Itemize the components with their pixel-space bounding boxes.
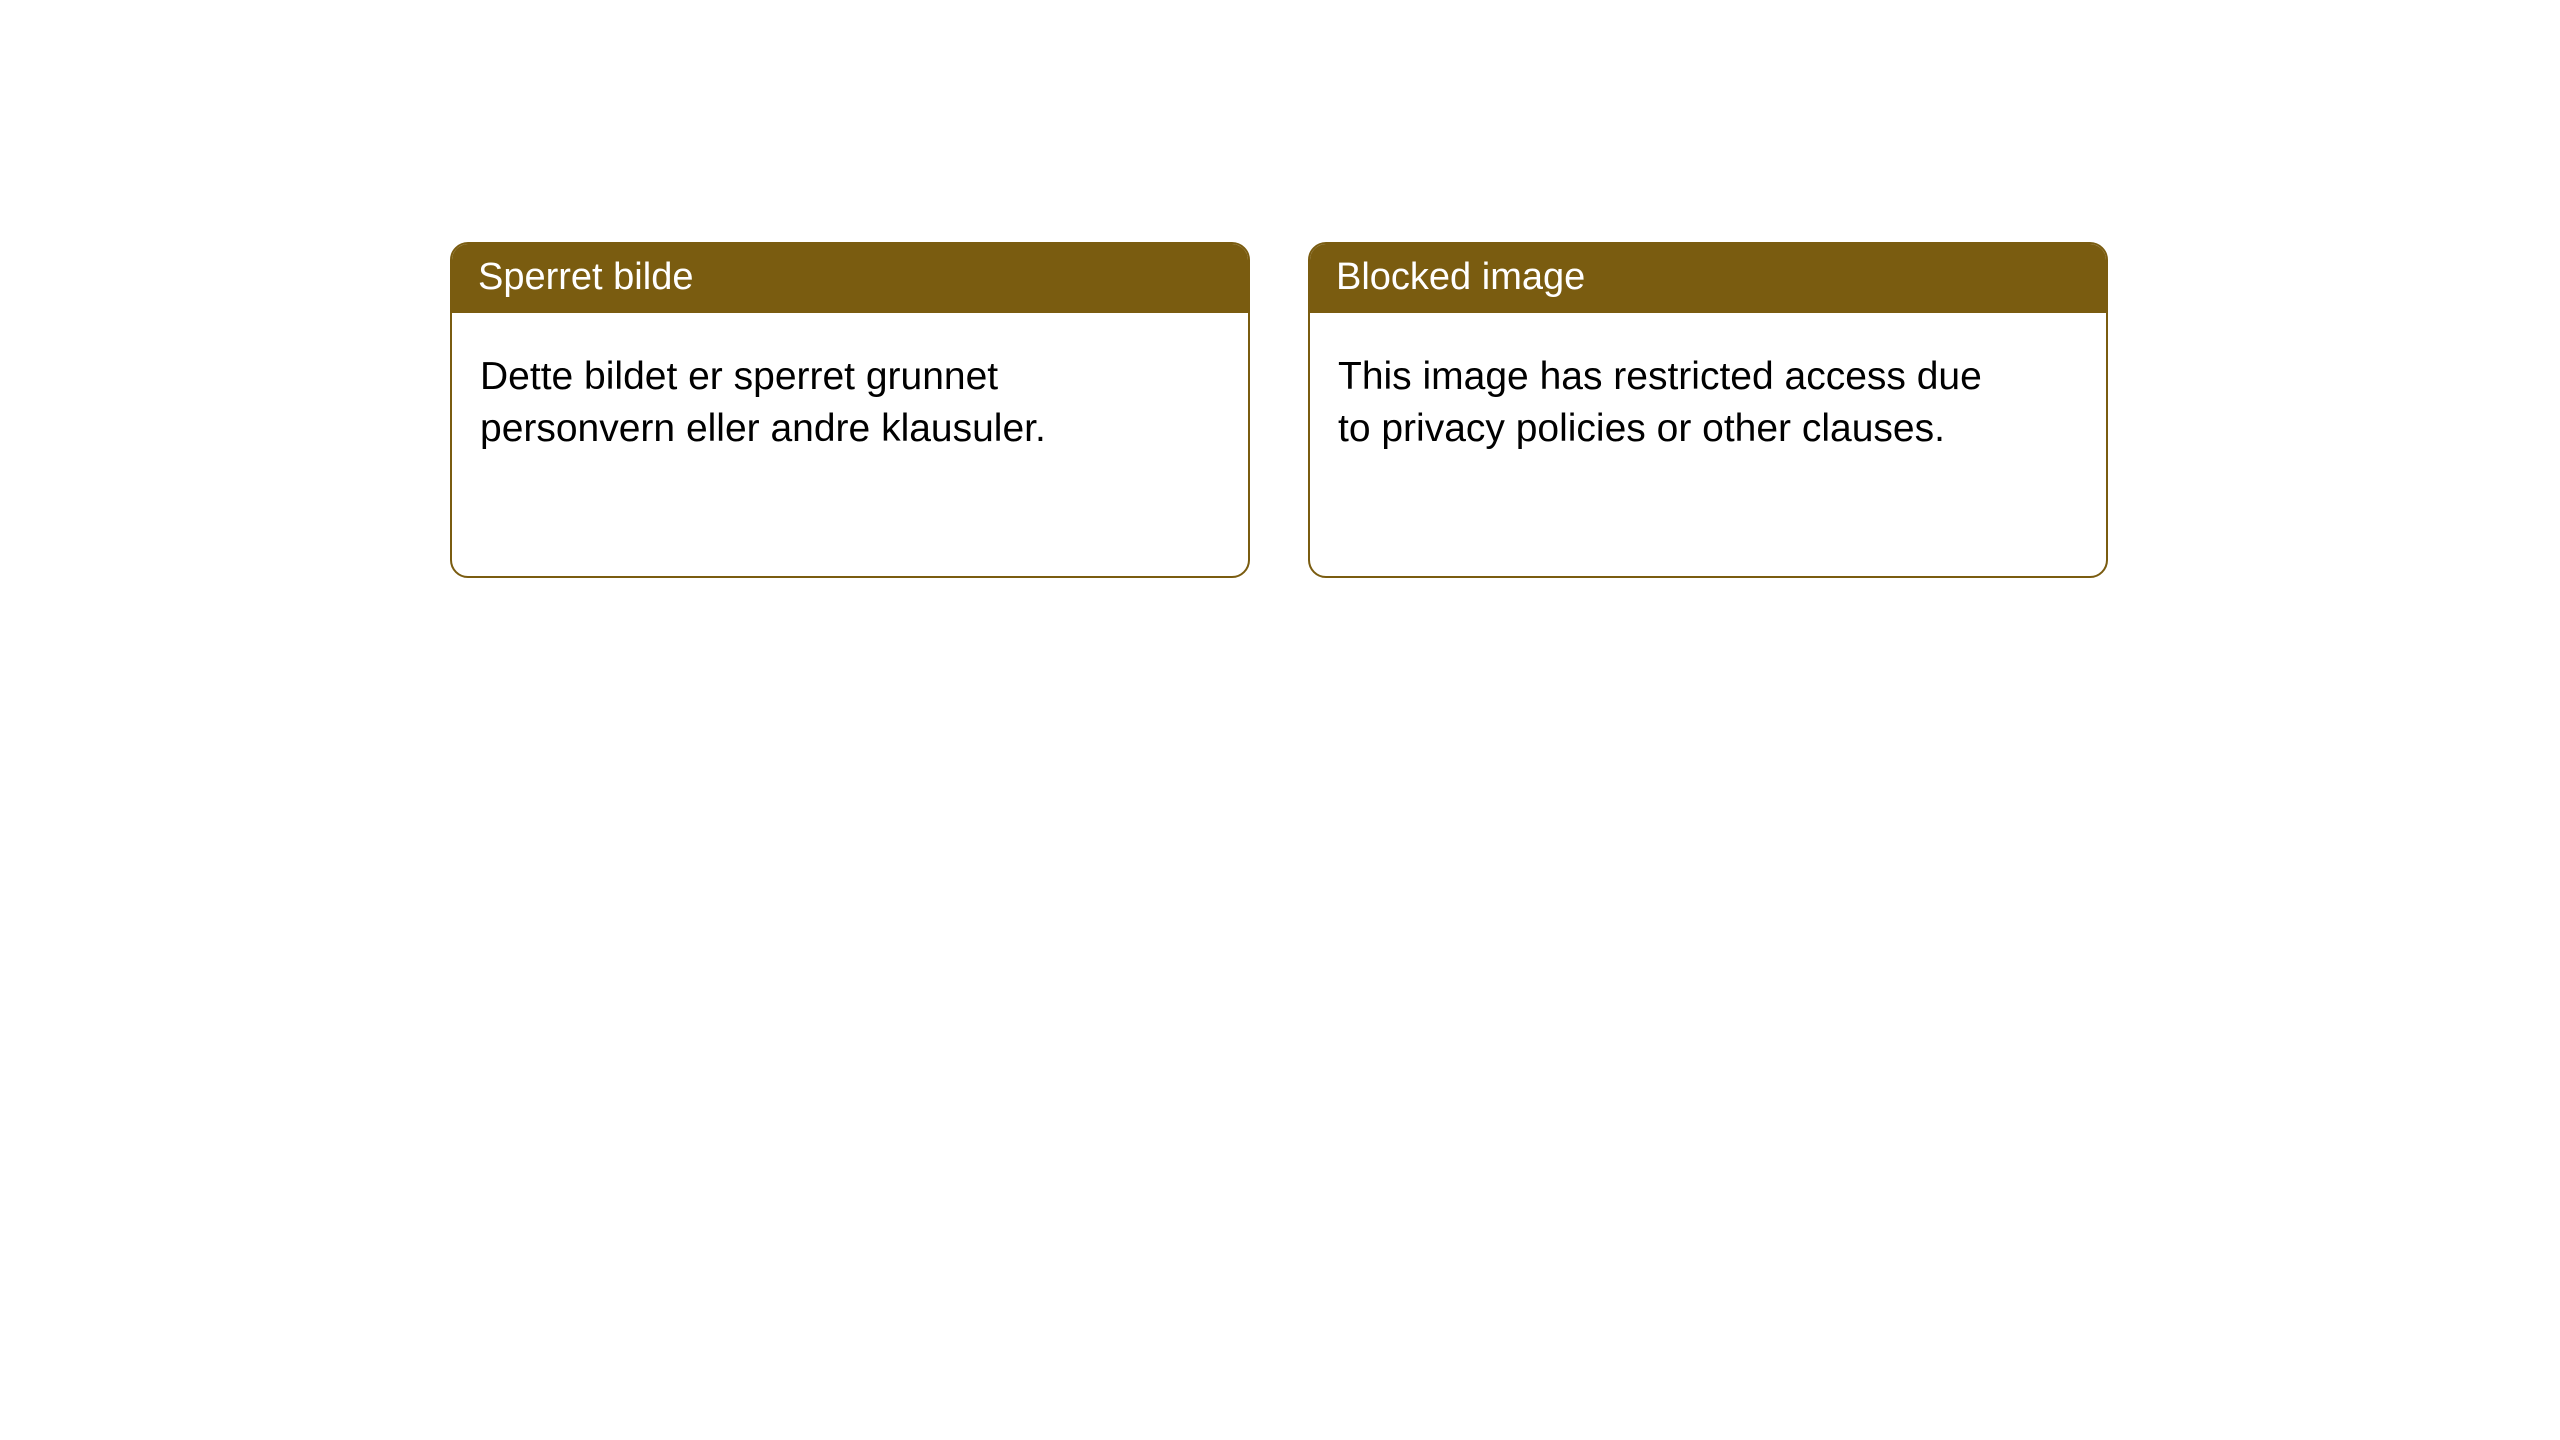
notice-card-norwegian: Sperret bilde Dette bildet er sperret gr… [450, 242, 1250, 578]
notice-card-english: Blocked image This image has restricted … [1308, 242, 2108, 578]
notice-body-english: This image has restricted access due to … [1310, 313, 2030, 494]
notice-body-norwegian: Dette bildet er sperret grunnet personve… [452, 313, 1172, 494]
notice-header-english: Blocked image [1310, 244, 2106, 313]
notice-header-norwegian: Sperret bilde [452, 244, 1248, 313]
notice-text: Dette bildet er sperret grunnet personve… [480, 355, 1046, 450]
notice-title: Sperret bilde [478, 256, 693, 298]
notice-container: Sperret bilde Dette bildet er sperret gr… [450, 242, 2560, 578]
notice-text: This image has restricted access due to … [1338, 355, 1982, 450]
notice-title: Blocked image [1336, 256, 1585, 298]
